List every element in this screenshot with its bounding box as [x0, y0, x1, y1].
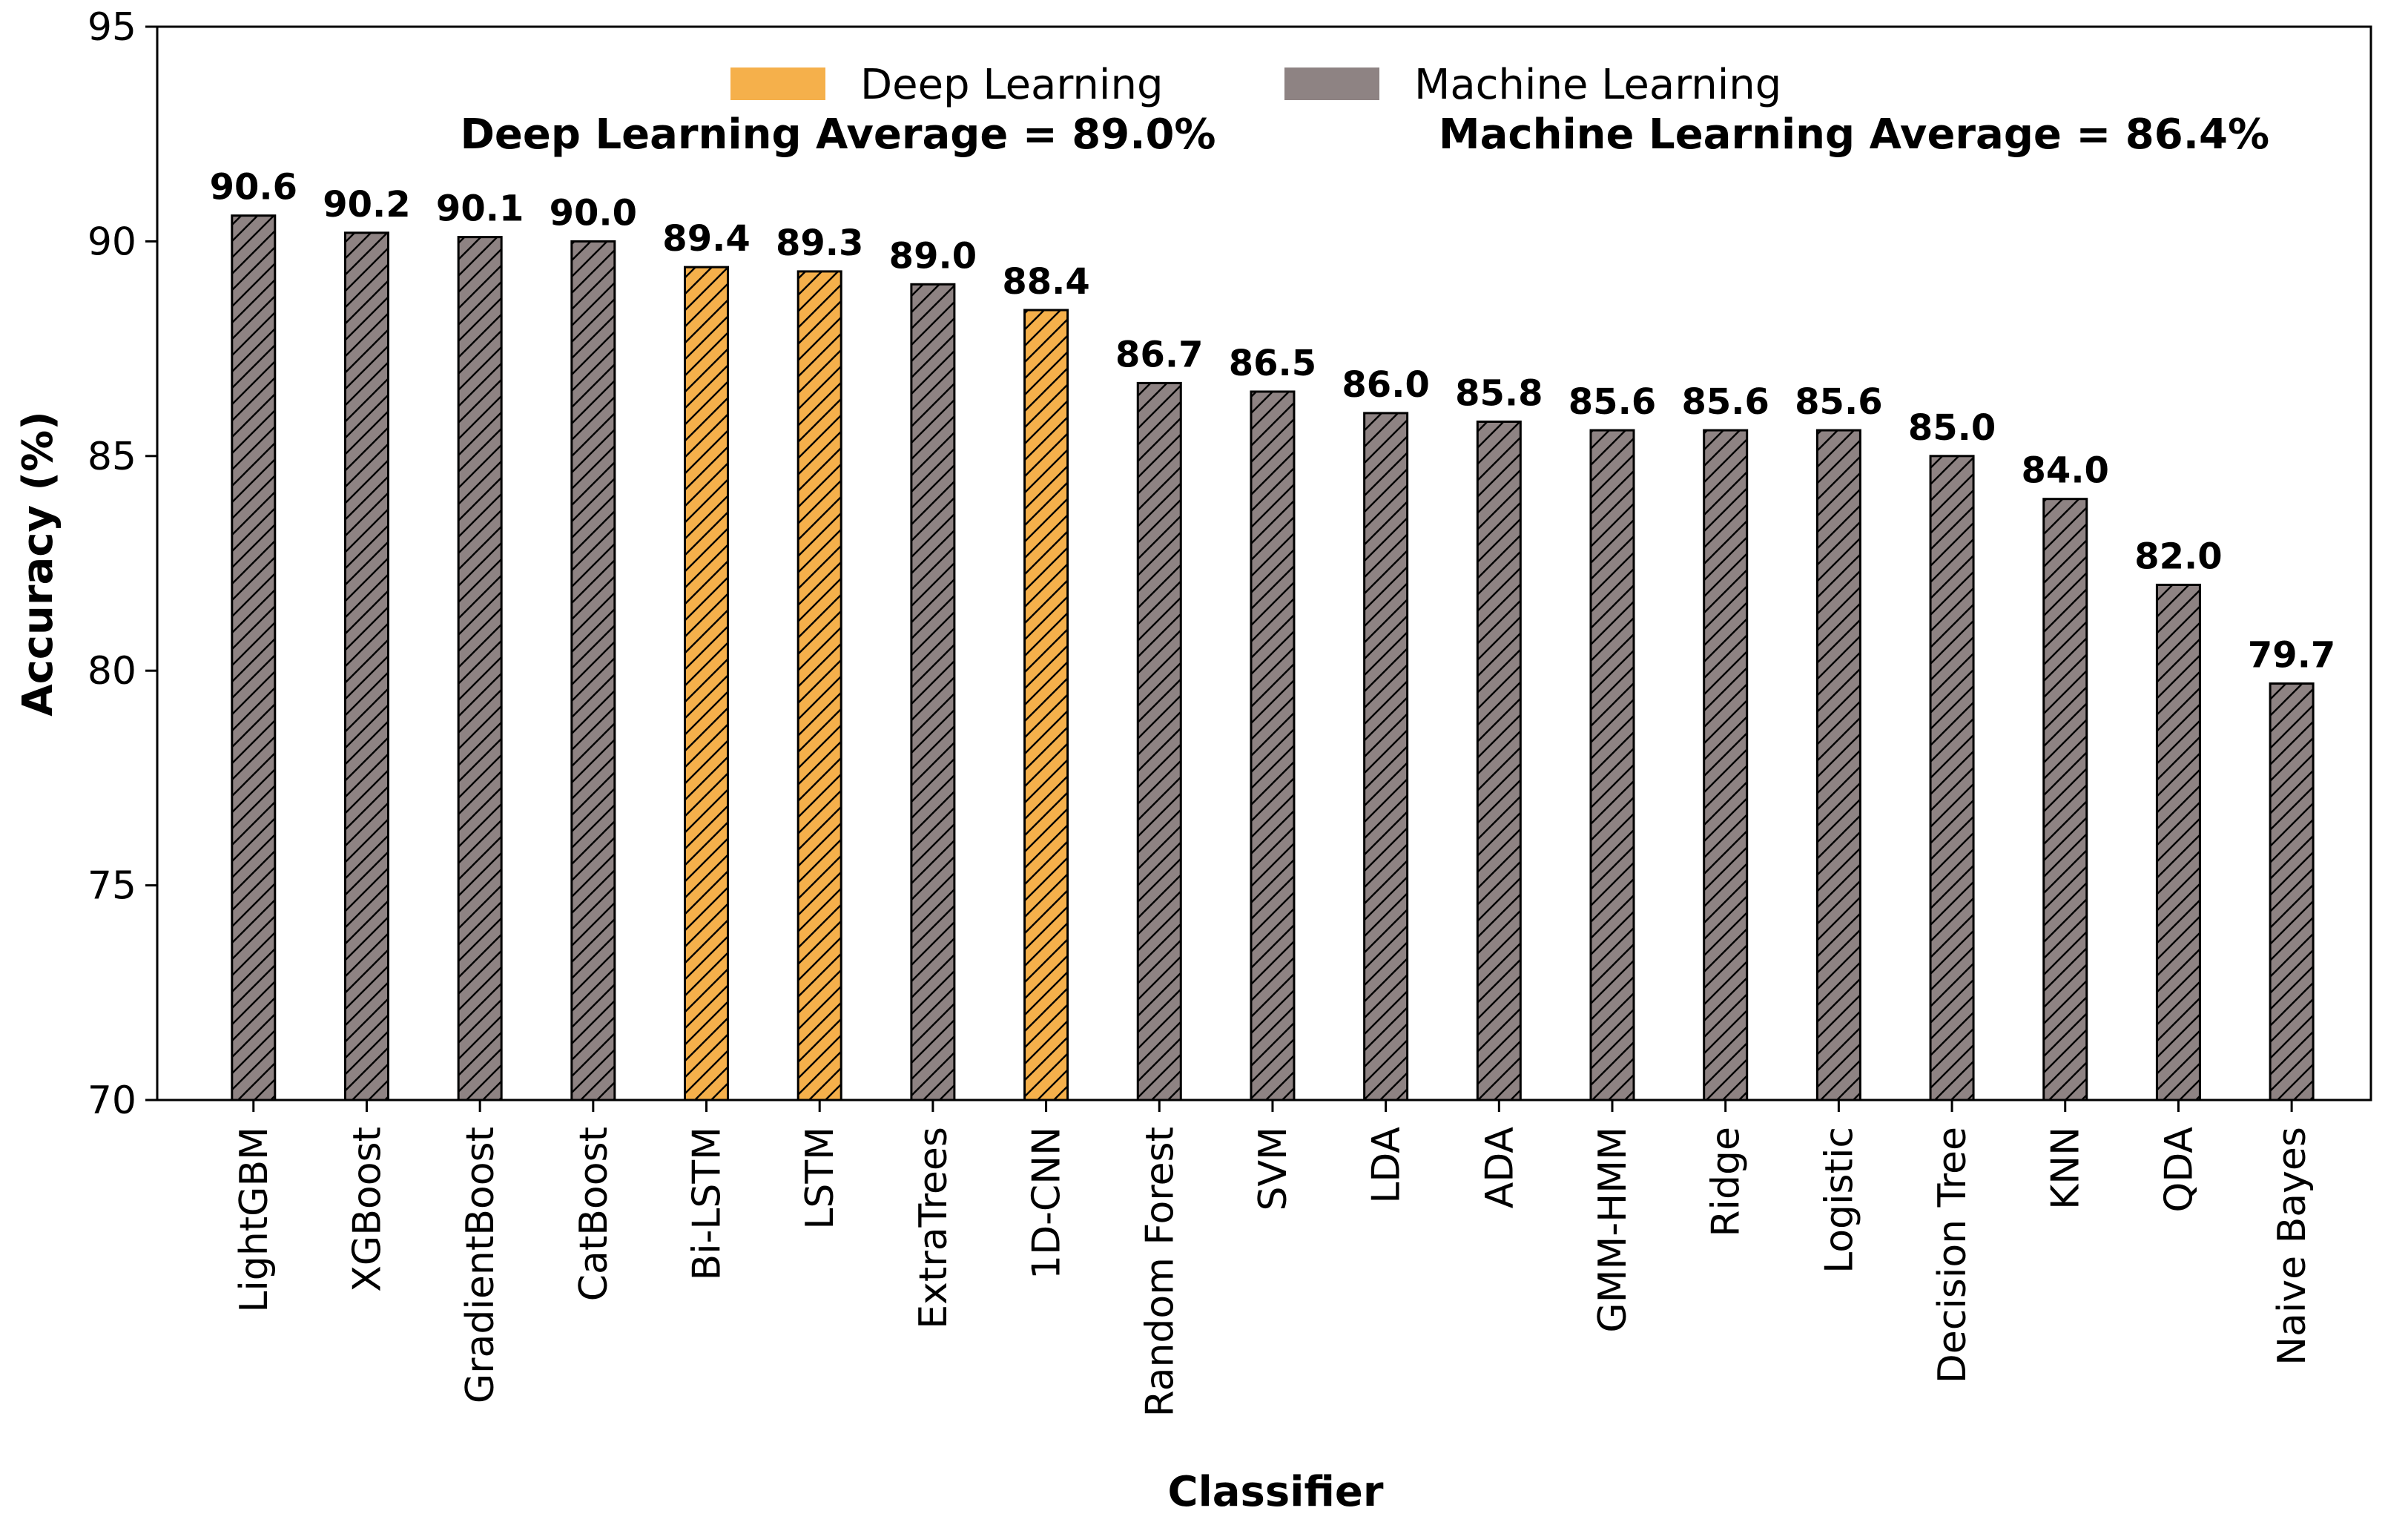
bar-knn: [2042, 498, 2088, 1101]
value-label: 89.0: [889, 235, 977, 277]
x-tick-label: KNN: [2044, 1127, 2088, 1210]
x-tick-label: Logistic: [1817, 1127, 1861, 1274]
value-labels: 90.6 90.2 90.1 90.0 89.4 89.3 89.0 88.4 86.7 86.5…: [210, 167, 2336, 676]
bar-qda: [2155, 583, 2201, 1101]
bar-svm: [1250, 390, 1296, 1101]
bar-ridge: [1703, 429, 1749, 1101]
machine-learning-average-annotation: Machine Learning Average = 86.4%: [1439, 111, 2269, 159]
y-tick-label: 85: [88, 435, 136, 479]
value-label: 90.6: [210, 167, 297, 208]
value-label: 82.0: [2134, 536, 2222, 577]
bar-random-forest: [1136, 381, 1182, 1101]
bar-lightgbm: [231, 214, 277, 1101]
y-tick-label: 95: [88, 5, 136, 50]
x-axis-title: Classifier: [1167, 1468, 1383, 1516]
value-label: 85.6: [1681, 381, 1769, 423]
bar-catboost: [570, 240, 616, 1101]
value-label: 79.7: [2248, 635, 2335, 676]
bar-lda: [1363, 412, 1409, 1101]
x-tick-label: LightGBM: [232, 1127, 277, 1313]
y-axis: 70 75 80 85 90 95: [88, 5, 157, 1123]
bar-xgboost: [343, 231, 389, 1101]
value-label: 85.6: [1569, 381, 1656, 423]
bar-ada: [1476, 420, 1522, 1101]
bar-bi-lstm: [684, 266, 730, 1101]
bar-naive-bayes: [2269, 682, 2315, 1101]
legend-label-deep-learning: Deep Learning: [860, 61, 1164, 109]
x-tick-label: LSTM: [798, 1127, 842, 1230]
x-tick-label: ExtraTrees: [911, 1127, 956, 1329]
legend: Deep Learning Machine Learning: [730, 61, 1781, 109]
value-label: 89.3: [776, 223, 863, 264]
x-tick-label: GMM-HMM: [1591, 1127, 1635, 1333]
y-axis-title: Accuracy (%): [14, 411, 62, 717]
bar-gradientboost: [457, 236, 503, 1101]
deep-learning-average-annotation: Deep Learning Average = 89.0%: [460, 111, 1215, 159]
value-label: 90.0: [550, 192, 637, 234]
x-tick-label: Random Forest: [1138, 1127, 1182, 1417]
x-tick-label: LDA: [1365, 1127, 1409, 1204]
x-tick-label: Ridge: [1704, 1127, 1749, 1237]
plot-frame: [156, 25, 2372, 1101]
value-label: 85.8: [1455, 372, 1543, 414]
x-tick-label: 1D-CNN: [1025, 1127, 1069, 1280]
legend-label-machine-learning: Machine Learning: [1414, 61, 1781, 109]
bar-logistic: [1815, 429, 1861, 1101]
value-label: 90.1: [436, 188, 524, 230]
y-tick-label: 90: [88, 220, 136, 264]
x-tick-label: XGBoost: [345, 1127, 389, 1292]
legend-swatch-machine-learning: [1284, 67, 1379, 100]
bar-extratrees: [910, 283, 956, 1101]
bar-gmm-hmm: [1589, 429, 1635, 1101]
x-tick-label: QDA: [2157, 1127, 2201, 1213]
x-tick-label: CatBoost: [572, 1127, 616, 1301]
value-label: 89.4: [662, 218, 750, 260]
value-label: 85.0: [1908, 407, 1996, 449]
value-label: 86.0: [1342, 364, 1429, 406]
x-tick-label: GradientBoost: [458, 1127, 503, 1403]
x-axis: LightGBM XGBoost GradientBoost CatBoost Bi-L…: [232, 1100, 2315, 1417]
x-tick-label: ADA: [1477, 1127, 1522, 1209]
value-label: 90.2: [323, 184, 410, 225]
y-tick-label: 80: [88, 649, 136, 694]
bar-1d-cnn: [1023, 309, 1069, 1101]
y-tick-label: 70: [88, 1079, 136, 1123]
y-tick-label: 75: [88, 864, 136, 909]
value-label: 88.4: [1002, 261, 1089, 303]
x-tick-label: Naive Bayes: [2270, 1127, 2315, 1366]
legend-swatch-deep-learning: [730, 67, 825, 100]
x-tick-label: Decision Tree: [1930, 1127, 1975, 1383]
bar-decision-tree: [1929, 455, 1975, 1101]
value-label: 86.7: [1115, 334, 1203, 375]
value-label: 86.5: [1229, 343, 1316, 384]
value-label: 84.0: [2022, 450, 2109, 492]
bar-lstm: [796, 270, 842, 1101]
x-tick-label: SVM: [1251, 1127, 1296, 1211]
value-label: 85.6: [1795, 381, 1882, 423]
x-tick-label: Bi-LSTM: [685, 1127, 730, 1281]
